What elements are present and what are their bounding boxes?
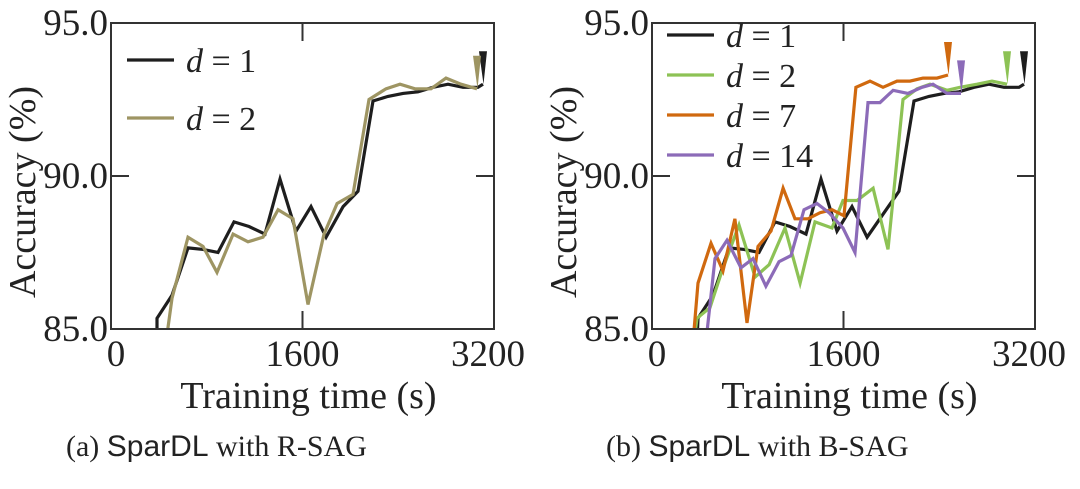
end-marker-7 bbox=[943, 42, 952, 76]
end-marker-1 bbox=[1019, 51, 1028, 85]
legend-var: d bbox=[726, 58, 744, 95]
legend-label-1: d = 1 bbox=[186, 43, 256, 80]
legend-var: d bbox=[186, 43, 204, 80]
legend-value: = 1 bbox=[743, 18, 796, 55]
caption-a-label: (a) bbox=[66, 430, 100, 463]
panel-a: 85.0 90.0 95.0 0 1600 3200 Training time (s) Ac… bbox=[2, 3, 525, 417]
caption-a-system: SparDL bbox=[106, 430, 209, 463]
legend-value: = 1 bbox=[203, 43, 256, 80]
x-tick-label: 3200 bbox=[451, 334, 525, 375]
end-marker-14 bbox=[957, 60, 966, 94]
legend-value: = 14 bbox=[743, 138, 813, 175]
y-tick-label: 95.0 bbox=[584, 3, 649, 44]
y-axis-title: Accuracy (%) bbox=[2, 86, 44, 298]
series-line-14 bbox=[705, 82, 961, 329]
y-tick-label: 95.0 bbox=[43, 3, 108, 44]
x-axis-title: Training time (s) bbox=[721, 375, 977, 417]
legend-label-2: d = 2 bbox=[726, 58, 796, 95]
plot-frame bbox=[110, 22, 495, 330]
y-tick-label: 85.0 bbox=[584, 309, 649, 350]
x-tick-label: 0 bbox=[107, 334, 126, 375]
legend: d = 1d = 2d = 7d = 14 bbox=[667, 18, 813, 175]
x-tick-label: 3200 bbox=[992, 334, 1066, 375]
end-marker-2 bbox=[473, 55, 482, 89]
series-line-2 bbox=[166, 76, 478, 329]
x-tick-label: 1600 bbox=[266, 334, 340, 375]
caption-a: (a) SparDL with R-SAG bbox=[66, 430, 367, 464]
plot-frame bbox=[651, 22, 1036, 330]
y-tick-label: 85.0 bbox=[43, 309, 108, 350]
legend-var: d bbox=[186, 101, 204, 138]
x-tick-label: 0 bbox=[648, 334, 667, 375]
legend-label-14: d = 14 bbox=[726, 138, 813, 175]
y-tick-label: 90.0 bbox=[43, 156, 108, 197]
y-tick-label: 90.0 bbox=[584, 156, 649, 197]
legend-label-7: d = 7 bbox=[726, 98, 796, 135]
x-axis-title: Training time (s) bbox=[180, 375, 436, 417]
legend: d = 1d = 2 bbox=[127, 43, 256, 138]
legend-value: = 2 bbox=[743, 58, 796, 95]
panel-b: 85.0 90.0 95.0 0 1600 3200 Training time (s) Ac… bbox=[543, 3, 1066, 417]
y-axis-title: Accuracy (%) bbox=[543, 86, 585, 298]
legend-value: = 2 bbox=[203, 101, 256, 138]
series-line-2 bbox=[693, 79, 1008, 329]
legend-value: = 7 bbox=[743, 98, 796, 135]
end-marker-2 bbox=[1002, 51, 1011, 85]
legend-var: d bbox=[726, 18, 744, 55]
caption-b: (b) SparDL with B-SAG bbox=[606, 430, 909, 464]
x-tick-label: 1600 bbox=[807, 334, 881, 375]
caption-b-rest: with B-SAG bbox=[757, 430, 909, 463]
legend-label-2: d = 2 bbox=[186, 101, 256, 138]
legend-var: d bbox=[726, 138, 744, 175]
end-marker-1 bbox=[478, 51, 487, 85]
caption-b-system: SparDL bbox=[648, 430, 751, 463]
legend-var: d bbox=[726, 98, 744, 135]
series-line-1 bbox=[695, 82, 1025, 329]
caption-a-rest: with R-SAG bbox=[216, 430, 367, 463]
legend-label-1: d = 1 bbox=[726, 18, 796, 55]
caption-b-label: (b) bbox=[606, 430, 641, 463]
